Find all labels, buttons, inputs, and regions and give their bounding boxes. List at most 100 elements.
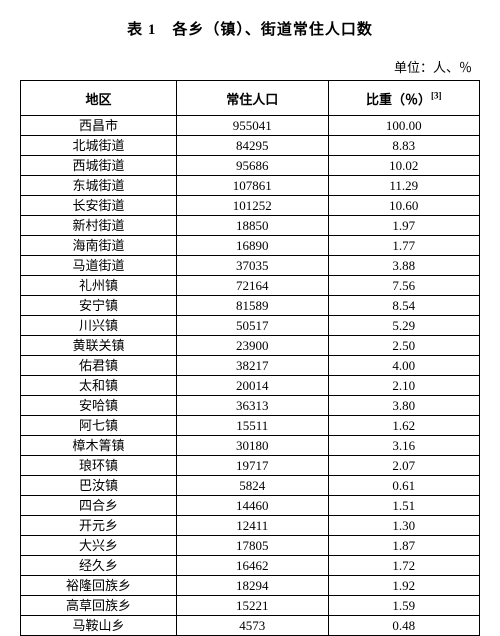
cell-region: 西昌市 xyxy=(21,116,177,136)
cell-percent: 1.51 xyxy=(328,496,479,516)
table-row: 西城街道9568610.02 xyxy=(21,156,480,176)
cell-percent: 7.56 xyxy=(328,276,479,296)
table-row: 新村街道188501.97 xyxy=(21,216,480,236)
cell-percent: 0.61 xyxy=(328,476,479,496)
cell-population: 37035 xyxy=(177,256,328,276)
cell-percent: 1.59 xyxy=(328,596,479,616)
table-row: 北城街道842958.83 xyxy=(21,136,480,156)
cell-region: 东城街道 xyxy=(21,176,177,196)
cell-region: 马道街道 xyxy=(21,256,177,276)
cell-population: 50517 xyxy=(177,316,328,336)
cell-population: 38217 xyxy=(177,356,328,376)
cell-percent: 5.29 xyxy=(328,316,479,336)
cell-population: 16890 xyxy=(177,236,328,256)
cell-region: 川兴镇 xyxy=(21,316,177,336)
cell-region: 大兴乡 xyxy=(21,536,177,556)
cell-population: 84295 xyxy=(177,136,328,156)
cell-region: 阿七镇 xyxy=(21,416,177,436)
cell-population: 30180 xyxy=(177,436,328,456)
table-row: 四合乡144601.51 xyxy=(21,496,480,516)
table-row: 安哈镇363133.80 xyxy=(21,396,480,416)
cell-population: 18850 xyxy=(177,216,328,236)
cell-region: 琅环镇 xyxy=(21,456,177,476)
table-row: 太和镇200142.10 xyxy=(21,376,480,396)
cell-percent: 1.87 xyxy=(328,536,479,556)
cell-population: 107861 xyxy=(177,176,328,196)
cell-population: 14460 xyxy=(177,496,328,516)
cell-population: 20014 xyxy=(177,376,328,396)
cell-population: 23900 xyxy=(177,336,328,356)
table-row: 佑君镇382174.00 xyxy=(21,356,480,376)
cell-region: 四合乡 xyxy=(21,496,177,516)
table-row: 巴汝镇58240.61 xyxy=(21,476,480,496)
table-row: 长安街道10125210.60 xyxy=(21,196,480,216)
cell-region: 安哈镇 xyxy=(21,396,177,416)
table-row: 樟木箐镇301803.16 xyxy=(21,436,480,456)
col-header-percent: 比重（％）[3] xyxy=(328,81,479,116)
table-row: 东城街道10786111.29 xyxy=(21,176,480,196)
cell-population: 18294 xyxy=(177,576,328,596)
cell-percent: 8.83 xyxy=(328,136,479,156)
cell-region: 长安街道 xyxy=(21,196,177,216)
cell-region: 礼州镇 xyxy=(21,276,177,296)
cell-region: 海南街道 xyxy=(21,236,177,256)
cell-region: 安宁镇 xyxy=(21,296,177,316)
table-row: 礼州镇721647.56 xyxy=(21,276,480,296)
cell-percent: 1.97 xyxy=(328,216,479,236)
table-row: 西昌市955041100.00 xyxy=(21,116,480,136)
table-row: 川兴镇505175.29 xyxy=(21,316,480,336)
col-header-region: 地区 xyxy=(21,81,177,116)
cell-population: 101252 xyxy=(177,196,328,216)
cell-percent: 8.54 xyxy=(328,296,479,316)
population-table: 地区 常住人口 比重（％）[3] 西昌市955041100.00北城街道8429… xyxy=(20,80,480,636)
cell-region: 裕隆回族乡 xyxy=(21,576,177,596)
table-row: 马道街道370353.88 xyxy=(21,256,480,276)
cell-percent: 4.00 xyxy=(328,356,479,376)
cell-population: 16462 xyxy=(177,556,328,576)
table-row: 黄联关镇239002.50 xyxy=(21,336,480,356)
cell-percent: 100.00 xyxy=(328,116,479,136)
col-header-percent-text: 比重（％） xyxy=(366,92,431,107)
cell-percent: 3.80 xyxy=(328,396,479,416)
table-row: 开元乡124111.30 xyxy=(21,516,480,536)
cell-population: 12411 xyxy=(177,516,328,536)
cell-population: 955041 xyxy=(177,116,328,136)
table-row: 琅环镇197172.07 xyxy=(21,456,480,476)
table-title: 表 1 各乡（镇）、街道常住人口数 xyxy=(20,18,480,39)
cell-population: 17805 xyxy=(177,536,328,556)
cell-percent: 3.88 xyxy=(328,256,479,276)
cell-region: 黄联关镇 xyxy=(21,336,177,356)
cell-percent: 1.77 xyxy=(328,236,479,256)
cell-region: 北城街道 xyxy=(21,136,177,156)
table-row: 海南街道168901.77 xyxy=(21,236,480,256)
cell-region: 西城街道 xyxy=(21,156,177,176)
cell-region: 新村街道 xyxy=(21,216,177,236)
cell-percent: 1.30 xyxy=(328,516,479,536)
table-row: 裕隆回族乡182941.92 xyxy=(21,576,480,596)
cell-region: 高草回族乡 xyxy=(21,596,177,616)
cell-population: 95686 xyxy=(177,156,328,176)
cell-percent: 2.50 xyxy=(328,336,479,356)
cell-region: 佑君镇 xyxy=(21,356,177,376)
cell-population: 81589 xyxy=(177,296,328,316)
table-row: 安宁镇815898.54 xyxy=(21,296,480,316)
table-header-row: 地区 常住人口 比重（％）[3] xyxy=(21,81,480,116)
col-header-population: 常住人口 xyxy=(177,81,328,116)
cell-percent: 11.29 xyxy=(328,176,479,196)
table-row: 大兴乡178051.87 xyxy=(21,536,480,556)
cell-region: 开元乡 xyxy=(21,516,177,536)
cell-percent: 2.10 xyxy=(328,376,479,396)
cell-region: 太和镇 xyxy=(21,376,177,396)
table-row: 经久乡164621.72 xyxy=(21,556,480,576)
table-body: 西昌市955041100.00北城街道842958.83西城街道9568610.… xyxy=(21,116,480,636)
cell-population: 5824 xyxy=(177,476,328,496)
cell-population: 72164 xyxy=(177,276,328,296)
cell-percent: 10.02 xyxy=(328,156,479,176)
footnote-mark: [3] xyxy=(431,90,442,100)
cell-population: 15221 xyxy=(177,596,328,616)
cell-percent: 1.92 xyxy=(328,576,479,596)
cell-percent: 1.62 xyxy=(328,416,479,436)
cell-population: 19717 xyxy=(177,456,328,476)
cell-percent: 1.72 xyxy=(328,556,479,576)
cell-population: 15511 xyxy=(177,416,328,436)
